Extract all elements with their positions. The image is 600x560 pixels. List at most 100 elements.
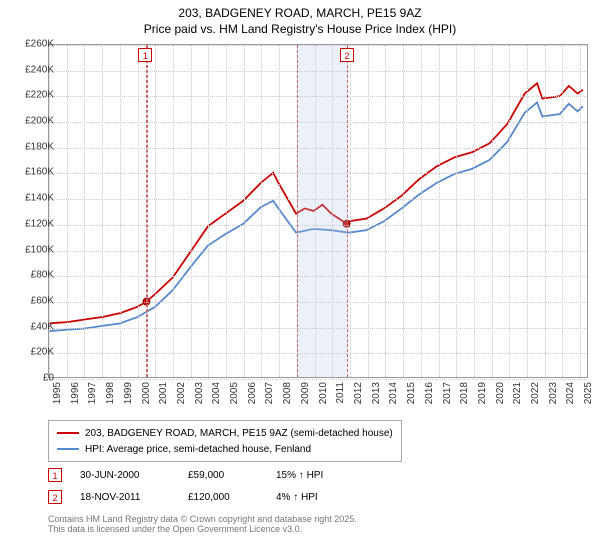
x-axis-label: 2007	[264, 382, 275, 412]
gridline-v	[456, 45, 457, 377]
transaction-hpi: 15% ↑ HPI	[276, 470, 356, 481]
gridline-v	[439, 45, 440, 377]
transactions-table: 1 30-JUN-2000 £59,000 15% ↑ HPI 2 18-NOV-2011…	[48, 464, 356, 508]
gridline-v	[474, 45, 475, 377]
y-axis-label: £100K	[4, 244, 54, 255]
x-axis-label: 2011	[335, 382, 346, 412]
x-axis-label: 2006	[247, 382, 258, 412]
gridline-v	[279, 45, 280, 377]
transaction-date: 30-JUN-2000	[80, 470, 170, 481]
transaction-marker-small: 1	[48, 468, 62, 482]
legend-swatch	[57, 432, 79, 434]
y-axis-label: £160K	[4, 167, 54, 178]
chart-title: 203, BADGENEY ROAD, MARCH, PE15 9AZ	[0, 0, 600, 22]
gridline-v	[191, 45, 192, 377]
y-axis-label: £140K	[4, 193, 54, 204]
transaction-marker: 1	[138, 48, 152, 62]
y-axis-label: £120K	[4, 218, 54, 229]
x-axis-label: 2005	[229, 382, 240, 412]
chart-container: 203, BADGENEY ROAD, MARCH, PE15 9AZ Pric…	[0, 0, 600, 560]
x-axis-label: 2023	[548, 382, 559, 412]
x-axis-label: 2018	[459, 382, 470, 412]
x-axis-label: 2009	[300, 382, 311, 412]
transaction-date: 18-NOV-2011	[80, 492, 170, 503]
y-axis-label: £200K	[4, 116, 54, 127]
gridline-v	[562, 45, 563, 377]
shaded-range	[146, 45, 148, 377]
gridline-v	[492, 45, 493, 377]
gridline-v	[509, 45, 510, 377]
legend-swatch	[57, 448, 79, 450]
x-axis-label: 2008	[282, 382, 293, 412]
y-axis-label: £260K	[4, 39, 54, 50]
gridline-v	[385, 45, 386, 377]
gridline-v	[580, 45, 581, 377]
x-axis-label: 2014	[388, 382, 399, 412]
gridline-v	[120, 45, 121, 377]
footer-text: Contains HM Land Registry data © Crown c…	[48, 514, 357, 534]
gridline-h	[49, 379, 587, 380]
x-axis-label: 1999	[123, 382, 134, 412]
gridline-v	[102, 45, 103, 377]
transaction-marker-small: 2	[48, 490, 62, 504]
legend-label: 203, BADGENEY ROAD, MARCH, PE15 9AZ (sem…	[85, 428, 393, 439]
y-axis-label: £20K	[4, 347, 54, 358]
transaction-price: £120,000	[188, 492, 258, 503]
gridline-v	[261, 45, 262, 377]
x-axis-label: 2001	[158, 382, 169, 412]
x-axis-label: 2015	[406, 382, 417, 412]
gridline-v	[67, 45, 68, 377]
x-axis-label: 2004	[211, 382, 222, 412]
legend-item: HPI: Average price, semi-detached house,…	[57, 441, 393, 457]
y-axis-label: £0	[4, 373, 54, 384]
x-axis-label: 2010	[318, 382, 329, 412]
x-axis-label: 2021	[512, 382, 523, 412]
x-axis-label: 2022	[530, 382, 541, 412]
gridline-v	[368, 45, 369, 377]
x-axis-label: 2024	[565, 382, 576, 412]
x-axis-label: 2020	[495, 382, 506, 412]
x-axis-label: 2019	[477, 382, 488, 412]
transaction-row: 2 18-NOV-2011 £120,000 4% ↑ HPI	[48, 486, 356, 508]
gridline-v	[173, 45, 174, 377]
transaction-row: 1 30-JUN-2000 £59,000 15% ↑ HPI	[48, 464, 356, 486]
x-axis-label: 2017	[442, 382, 453, 412]
legend-label: HPI: Average price, semi-detached house,…	[85, 444, 311, 455]
y-axis-label: £60K	[4, 295, 54, 306]
gridline-v	[138, 45, 139, 377]
gridline-v	[545, 45, 546, 377]
x-axis-label: 2000	[141, 382, 152, 412]
transaction-hpi: 4% ↑ HPI	[276, 492, 356, 503]
legend-item: 203, BADGENEY ROAD, MARCH, PE15 9AZ (sem…	[57, 425, 393, 441]
y-axis-label: £220K	[4, 90, 54, 101]
chart-subtitle: Price paid vs. HM Land Registry's House …	[0, 22, 600, 42]
x-axis-label: 1996	[70, 382, 81, 412]
x-axis-label: 2003	[194, 382, 205, 412]
gridline-v	[226, 45, 227, 377]
gridline-v	[155, 45, 156, 377]
legend-box: 203, BADGENEY ROAD, MARCH, PE15 9AZ (sem…	[48, 420, 402, 462]
transaction-marker: 2	[340, 48, 354, 62]
gridline-v	[244, 45, 245, 377]
x-axis-label: 1997	[87, 382, 98, 412]
y-axis-label: £40K	[4, 321, 54, 332]
x-axis-label: 2013	[371, 382, 382, 412]
x-axis-label: 1998	[105, 382, 116, 412]
gridline-v	[350, 45, 351, 377]
shaded-range	[297, 45, 348, 377]
gridline-v	[208, 45, 209, 377]
footer-line-1: Contains HM Land Registry data © Crown c…	[48, 514, 357, 524]
x-axis-label: 2016	[424, 382, 435, 412]
footer-line-2: This data is licensed under the Open Gov…	[48, 524, 357, 534]
gridline-v	[403, 45, 404, 377]
y-axis-label: £180K	[4, 141, 54, 152]
gridline-v	[527, 45, 528, 377]
gridline-v	[84, 45, 85, 377]
chart-plot-area	[48, 44, 588, 378]
transaction-price: £59,000	[188, 470, 258, 481]
y-axis-label: £240K	[4, 64, 54, 75]
x-axis-label: 2025	[583, 382, 594, 412]
x-axis-label: 2012	[353, 382, 364, 412]
gridline-v	[421, 45, 422, 377]
y-axis-label: £80K	[4, 270, 54, 281]
